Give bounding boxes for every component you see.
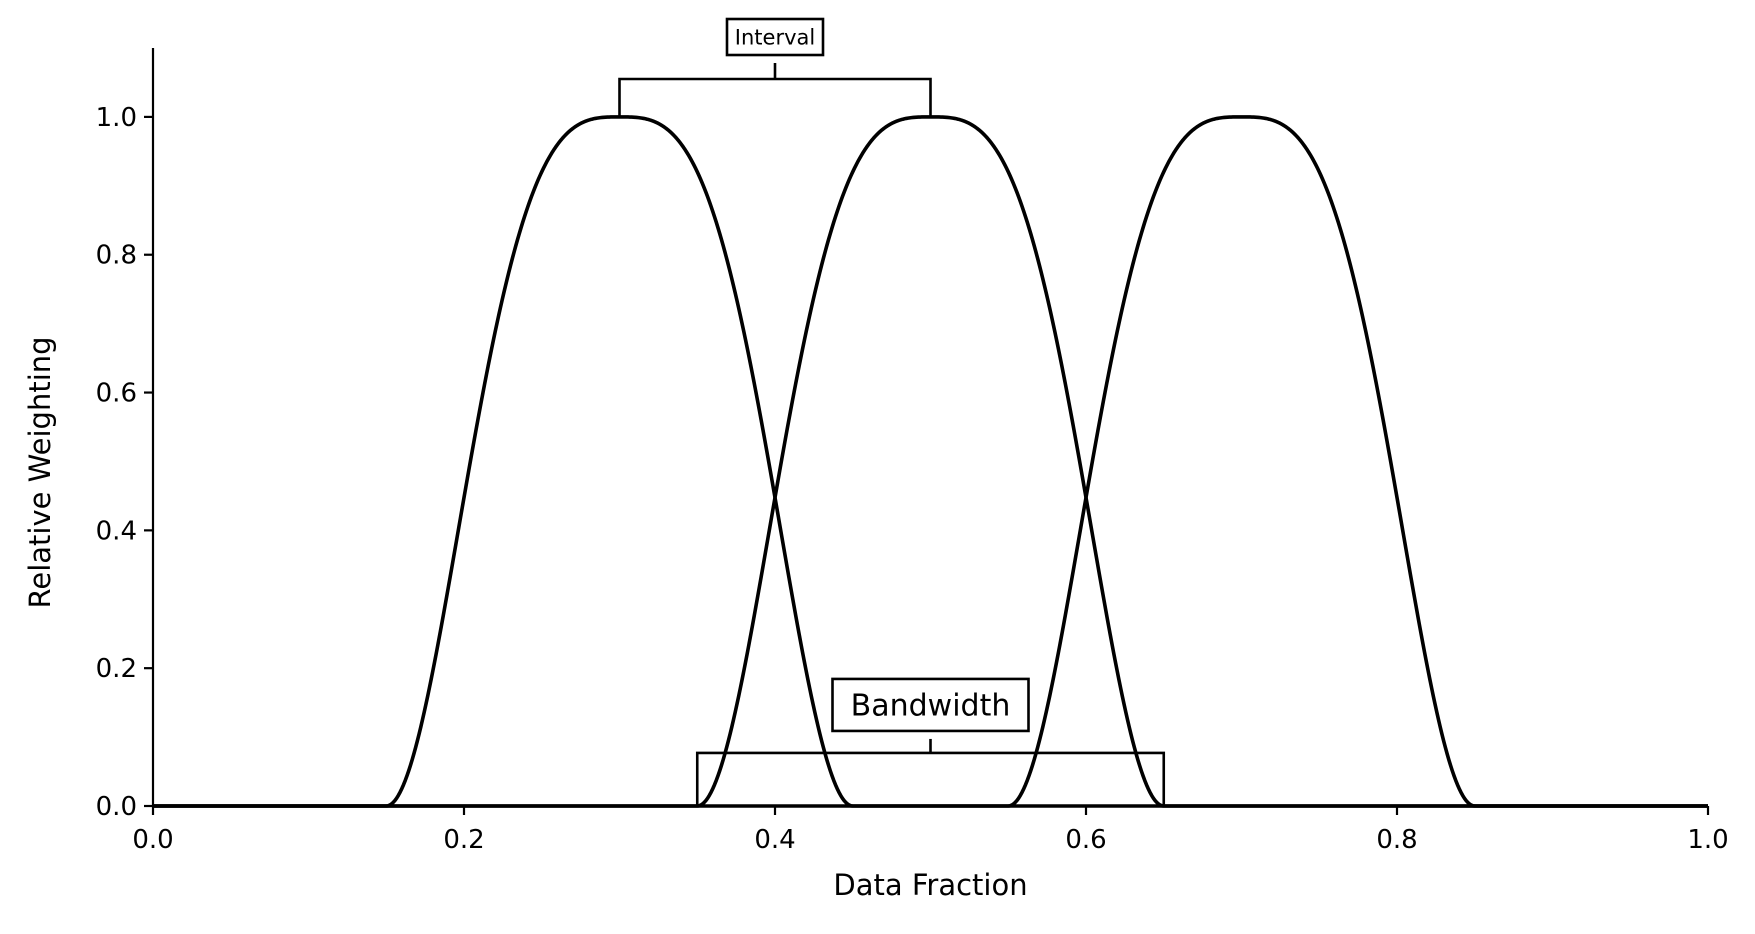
y-axis-label: Relative Weighting [23,336,57,608]
annotation-label: Interval [735,26,815,50]
x-tick-label: 0.8 [1376,825,1417,855]
y-tick-label: 0.8 [96,241,137,271]
y-tick-label: 0.0 [96,792,137,822]
x-tick-label: 0.0 [132,825,173,855]
axes-layer [151,48,1708,808]
y-tick-label: 1.0 [96,103,137,133]
x-tick-label: 0.4 [754,825,795,855]
y-tick-label: 0.4 [96,516,137,546]
x-axis-label: Data Fraction [833,868,1027,902]
annotation-bracket [618,77,932,117]
y-tick-label: 0.2 [96,654,137,684]
annotation-box [725,17,825,57]
annotation-label: Bandwidth [851,689,1011,724]
ticks-layer: 0.0 0.2 0.4 0.6 0.8 1.0 0.0 0.2 0.4 0.6 0.8 1.0 [96,103,1729,855]
annotations-layer: Interval Bandwidth [618,17,1166,806]
y-tick-label: 0.6 [96,379,137,409]
x-tick-label: 1.0 [1687,825,1728,855]
annotation-box [831,677,1030,733]
annotation-bracket [695,751,1166,806]
x-tick-label: 0.2 [443,825,484,855]
x-tick-label: 0.6 [1065,825,1106,855]
